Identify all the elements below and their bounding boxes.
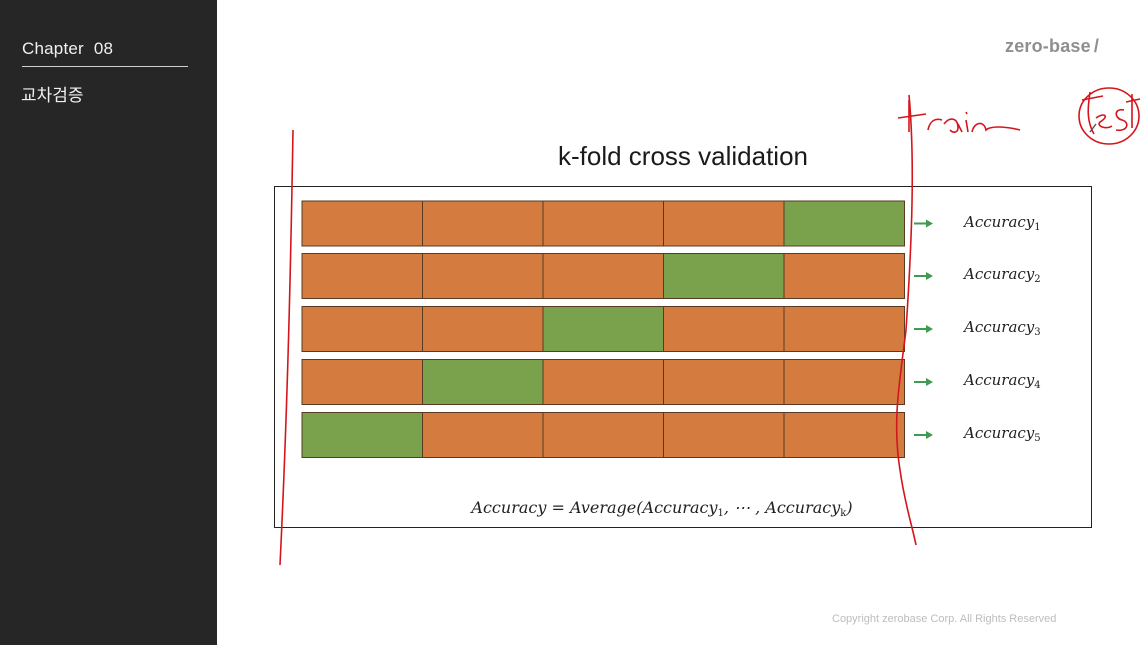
train-fold-4-5 xyxy=(783,359,905,405)
accuracy-text: Accuracy xyxy=(964,371,1035,389)
accuracy-subscript: 4 xyxy=(1034,380,1041,391)
train-fold-3-1 xyxy=(301,306,423,352)
result-arrow-head-3 xyxy=(926,325,933,333)
accuracy-label-4: Accuracy4 xyxy=(964,371,1041,391)
formula-lhs: Accuracy = Average(Accuracy xyxy=(471,498,718,517)
train-fold-1-4 xyxy=(663,200,785,247)
brand-logo: zero-base / xyxy=(1005,36,1099,57)
formula-sub-k: k xyxy=(840,508,847,519)
annotation-line-right xyxy=(895,94,917,546)
accuracy-text: Accuracy xyxy=(964,212,1035,231)
handwritten-train-label xyxy=(897,100,1021,133)
accuracy-text: Accuracy xyxy=(964,424,1035,442)
handwritten-test-label xyxy=(1078,87,1141,145)
formula-mid: , ⋯ , Accuracy xyxy=(723,498,841,517)
train-fold-5-5 xyxy=(783,412,905,458)
train-fold-3-5 xyxy=(783,306,905,352)
accuracy-text: Accuracy xyxy=(964,318,1035,336)
train-fold-5-3 xyxy=(542,412,664,458)
train-fold-4-4 xyxy=(663,359,785,405)
result-arrow-head-2 xyxy=(926,272,933,280)
average-formula: Accuracy = Average(Accuracy1, ⋯ , Accura… xyxy=(300,498,1024,519)
train-fold-1-1 xyxy=(301,200,423,247)
test-fold-5-1 xyxy=(301,412,423,458)
accuracy-subscript: 5 xyxy=(1034,433,1041,444)
copyright-notice: Copyright zerobase Corp. All Rights Rese… xyxy=(832,613,1057,625)
test-fold-2-4 xyxy=(663,253,785,299)
result-arrow-head-4 xyxy=(926,378,933,386)
train-fold-1-3 xyxy=(542,200,664,247)
chapter-heading: Chapter 08 xyxy=(22,39,188,67)
chapter-sidebar: Chapter 08 교차검증 xyxy=(0,0,217,645)
chapter-label: Chapter xyxy=(22,39,84,58)
brand-slash: / xyxy=(1093,36,1100,56)
train-fold-3-2 xyxy=(422,306,544,352)
slide-title: k-fold cross validation xyxy=(558,141,808,171)
train-fold-4-3 xyxy=(542,359,664,405)
test-fold-4-2 xyxy=(422,359,544,405)
test-fold-1-5 xyxy=(783,200,905,247)
diagram-frame xyxy=(274,186,1092,528)
train-fold-2-2 xyxy=(422,253,544,299)
accuracy-subscript: 3 xyxy=(1034,327,1041,338)
formula-end: ) xyxy=(846,498,853,517)
topic-title: 교차검증 xyxy=(21,86,84,105)
test-fold-3-3 xyxy=(542,306,664,352)
train-fold-2-3 xyxy=(542,253,664,299)
accuracy-label-3: Accuracy3 xyxy=(964,318,1041,338)
train-fold-5-4 xyxy=(663,412,785,458)
train-fold-5-2 xyxy=(422,412,544,458)
accuracy-label-2: Accuracy2 xyxy=(964,265,1041,285)
accuracy-text: Accuracy xyxy=(964,265,1035,283)
train-fold-4-1 xyxy=(301,359,423,405)
accuracy-label-5: Accuracy5 xyxy=(964,424,1041,444)
accuracy-subscript: 1 xyxy=(1034,221,1041,233)
annotation-line-left xyxy=(279,129,294,566)
train-fold-2-5 xyxy=(783,253,905,299)
accuracy-subscript: 2 xyxy=(1034,274,1041,285)
train-fold-3-4 xyxy=(663,306,785,352)
chapter-number: 08 xyxy=(93,39,114,58)
brand-text: zero-base xyxy=(1005,36,1091,56)
train-fold-1-2 xyxy=(422,200,544,247)
result-arrow-head-1 xyxy=(926,219,933,228)
result-arrow-head-5 xyxy=(926,431,933,439)
accuracy-label-1: Accuracy1 xyxy=(964,213,1041,233)
formula-sub-1: 1 xyxy=(717,508,724,519)
